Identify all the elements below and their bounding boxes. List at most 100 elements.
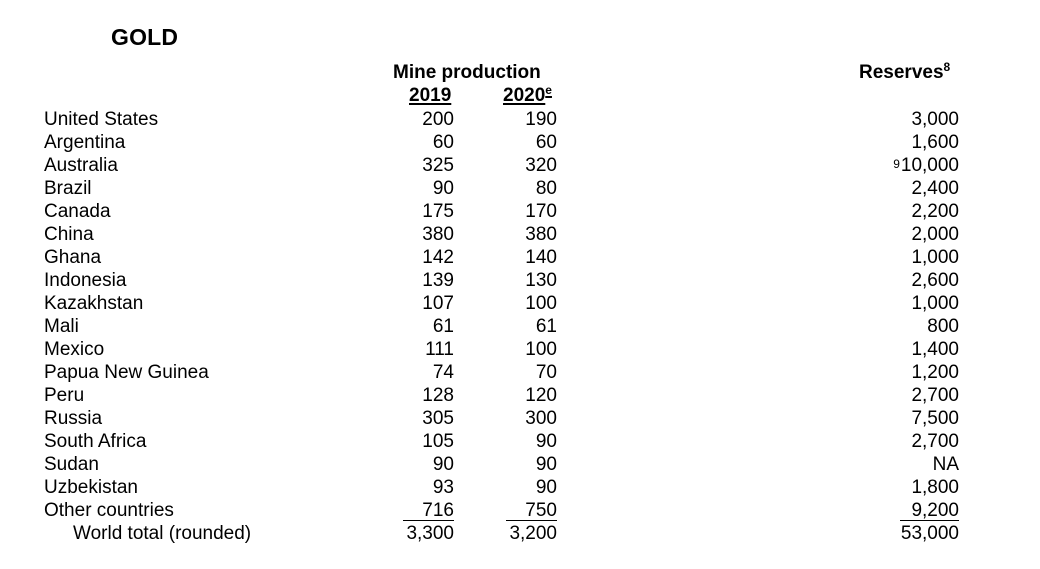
production-2019: 380 bbox=[422, 224, 454, 245]
country-name: United States bbox=[44, 109, 159, 130]
reserves-value-cell: 2,700 bbox=[911, 384, 959, 407]
production-2019: 61 bbox=[432, 316, 454, 337]
reserves-value-cell: 1,400 bbox=[911, 338, 959, 361]
table-row: Other countries 716 750 9,200 bbox=[0, 499, 1040, 522]
production-2020: 380 bbox=[525, 224, 557, 245]
table-row: Uzbekistan 93 90 1,800 bbox=[0, 476, 1040, 499]
reserves-value: 7,500 bbox=[911, 408, 959, 429]
reserves-value-footnote: 9 bbox=[893, 157, 900, 171]
country-name: Mexico bbox=[44, 339, 105, 360]
production-2020: 70 bbox=[535, 362, 557, 383]
country-name: Brazil bbox=[44, 178, 92, 199]
reserves-value-cell: 1,000 bbox=[911, 292, 959, 315]
production-2019: 325 bbox=[422, 155, 454, 176]
table-row: Australia 325 320 910,000 bbox=[0, 154, 1040, 177]
underline-2019 bbox=[403, 520, 454, 521]
reserves-value: 2,700 bbox=[911, 431, 959, 452]
production-2019: 107 bbox=[422, 293, 454, 314]
country-name: Uzbekistan bbox=[44, 477, 138, 498]
table-row: Peru 128 120 2,700 bbox=[0, 384, 1040, 407]
table-row: Kazakhstan 107 100 1,000 bbox=[0, 292, 1040, 315]
table-row: Mexico 111 100 1,400 bbox=[0, 338, 1040, 361]
reserves-value-cell: 2,400 bbox=[911, 177, 959, 200]
production-2019: 74 bbox=[432, 362, 454, 383]
country-name: Papua New Guinea bbox=[44, 362, 209, 383]
reserves-value: 1,600 bbox=[911, 132, 959, 153]
reserves-value-cell: 7,500 bbox=[911, 407, 959, 430]
year-2020-header-wrap: 2020e bbox=[503, 83, 552, 107]
reserves-value: 1,200 bbox=[911, 362, 959, 383]
reserves-value: 2,400 bbox=[911, 178, 959, 199]
reserves-value: 9,200 bbox=[911, 500, 959, 521]
production-2020: 190 bbox=[525, 109, 557, 130]
mine-production-header: Mine production bbox=[393, 62, 541, 83]
reserves-value: NA bbox=[932, 454, 959, 475]
country-name: Other countries bbox=[44, 500, 174, 521]
country-name: Peru bbox=[44, 385, 85, 406]
production-2019: 3,300 bbox=[406, 523, 454, 544]
production-2019: 716 bbox=[422, 500, 454, 521]
reserves-value-cell: 910,000 bbox=[893, 154, 959, 177]
reserves-value: 1,000 bbox=[911, 293, 959, 314]
reserves-value: 2,700 bbox=[911, 385, 959, 406]
production-2019: 142 bbox=[422, 247, 454, 268]
reserves-value: 800 bbox=[927, 316, 959, 337]
page-title: GOLD bbox=[111, 24, 179, 50]
reserves-value: 53,000 bbox=[900, 523, 959, 544]
country-name: Indonesia bbox=[44, 270, 127, 291]
reserves-value-cell: 2,700 bbox=[911, 430, 959, 453]
production-2020: 130 bbox=[525, 270, 557, 291]
production-2019: 60 bbox=[432, 132, 454, 153]
reserves-value: 1,800 bbox=[911, 477, 959, 498]
reserves-value: 1,000 bbox=[911, 247, 959, 268]
country-name: World total (rounded) bbox=[73, 523, 252, 544]
underline-2020 bbox=[506, 520, 557, 521]
reserves-value-cell: NA bbox=[933, 453, 959, 476]
year-2020-footnote: e bbox=[545, 83, 552, 97]
year-2019-header: 2019 bbox=[409, 85, 452, 106]
underline-reserves bbox=[900, 520, 959, 521]
production-2020: 80 bbox=[535, 178, 557, 199]
table-row: China 380 380 2,000 bbox=[0, 223, 1040, 246]
reserves-value-cell: 1,200 bbox=[911, 361, 959, 384]
table-row: Sudan 90 90 NA bbox=[0, 453, 1040, 476]
production-2020: 300 bbox=[525, 408, 557, 429]
country-name: Canada bbox=[44, 201, 111, 222]
reserves-value: 1,400 bbox=[911, 339, 959, 360]
production-2020: 140 bbox=[525, 247, 557, 268]
production-2020: 90 bbox=[535, 431, 557, 452]
reserves-header-wrap: Reserves8 bbox=[859, 60, 951, 84]
production-2020: 120 bbox=[525, 385, 557, 406]
table-row: Russia 305 300 7,500 bbox=[0, 407, 1040, 430]
production-2020: 100 bbox=[525, 339, 557, 360]
country-name: Russia bbox=[44, 408, 103, 429]
reserves-value-cell: 2,200 bbox=[911, 200, 959, 223]
table-row: United States 200 190 3,000 bbox=[0, 108, 1040, 131]
country-name: Ghana bbox=[44, 247, 102, 268]
table-row: Ghana 142 140 1,000 bbox=[0, 246, 1040, 269]
reserves-value-cell: 2,000 bbox=[911, 223, 959, 246]
reserves-value-cell: 9,200 bbox=[911, 499, 959, 522]
reserves-value: 3,000 bbox=[911, 109, 959, 130]
production-2020: 60 bbox=[535, 132, 557, 153]
table-row: Indonesia 139 130 2,600 bbox=[0, 269, 1040, 292]
production-2019: 200 bbox=[422, 109, 454, 130]
reserves-value-cell: 2,600 bbox=[911, 269, 959, 292]
country-name: Kazakhstan bbox=[44, 293, 144, 314]
production-2020: 320 bbox=[525, 155, 557, 176]
reserves-value-cell: 53,000 bbox=[901, 522, 959, 545]
country-name: South Africa bbox=[44, 431, 147, 452]
country-name: Sudan bbox=[44, 454, 99, 475]
reserves-footnote: 8 bbox=[943, 60, 951, 74]
reserves-value: 2,000 bbox=[911, 224, 959, 245]
production-2019: 90 bbox=[432, 178, 454, 199]
table-row: Argentina 60 60 1,600 bbox=[0, 131, 1040, 154]
table-row: South Africa 105 90 2,700 bbox=[0, 430, 1040, 453]
country-name: Argentina bbox=[44, 132, 126, 153]
table-row: Papua New Guinea 74 70 1,200 bbox=[0, 361, 1040, 384]
reserves-header: Reserves bbox=[859, 62, 944, 83]
production-2020: 750 bbox=[525, 500, 557, 521]
production-2020: 3,200 bbox=[509, 523, 557, 544]
total-row: World total (rounded) 3,300 3,200 53,000 bbox=[0, 522, 1040, 545]
reserves-value: 2,600 bbox=[911, 270, 959, 291]
